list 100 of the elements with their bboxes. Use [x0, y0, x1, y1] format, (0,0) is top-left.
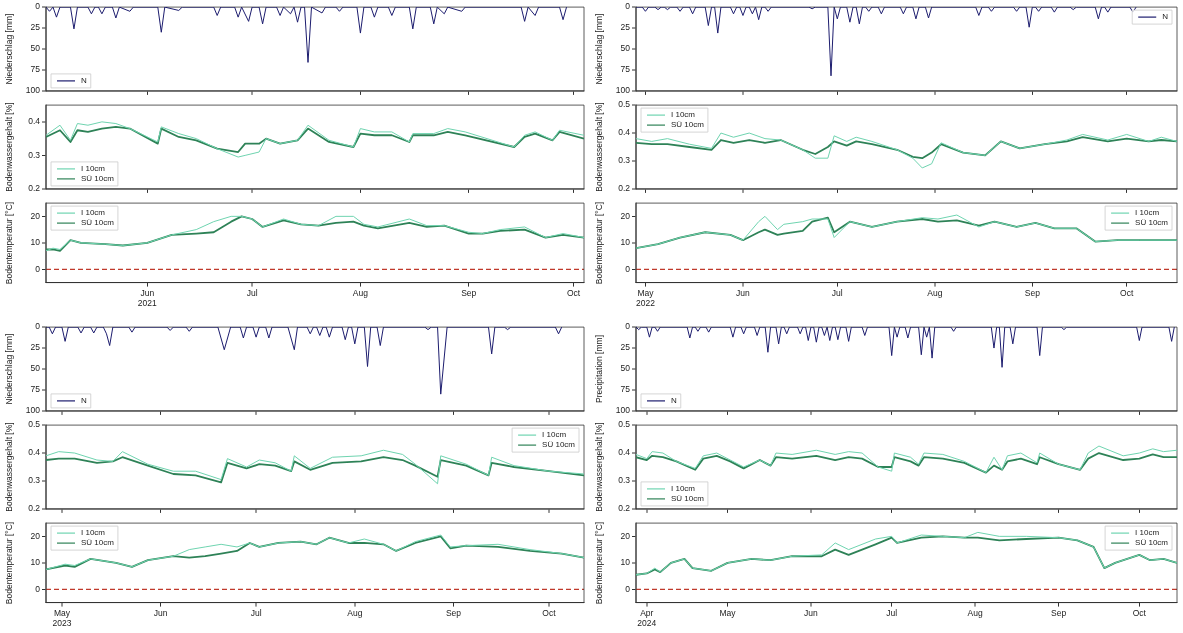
- y-tick-label: 20: [620, 210, 631, 221]
- x-tick-label: Jun: [804, 608, 819, 619]
- x-tick-label: Jul: [886, 608, 898, 619]
- y-tick-label: 0.2: [618, 183, 631, 194]
- y-axis-title: Bodentemperatur [°C]: [594, 521, 604, 604]
- x-tick-label: Oct: [1120, 288, 1134, 299]
- y-tick-label: 20: [620, 530, 631, 541]
- y-tick-label: 0.4: [28, 447, 41, 458]
- y-tick-label: 75: [30, 64, 41, 75]
- y-tick-label: 0: [35, 1, 41, 12]
- x-tick-label: Apr 2024: [637, 608, 657, 629]
- x-tick-label: Jun: [736, 288, 751, 299]
- legend-label: SÜ 10cm: [81, 174, 115, 184]
- y-tick-label: 10: [620, 237, 631, 248]
- y-tick-label: 0.3: [28, 149, 41, 160]
- y-tick-label: 0: [625, 1, 631, 12]
- x-tick-label: Jun 2021: [137, 288, 158, 309]
- legend-label: SÜ 10cm: [671, 494, 705, 504]
- legend-label: I 10cm: [542, 430, 567, 440]
- y-axis-title: Bodenwassergehalt [%]: [594, 102, 604, 192]
- y-tick-label: 0: [625, 263, 631, 274]
- y-axis-title: Bodentemperatur [°C]: [4, 201, 14, 284]
- legend-label: SÜ 10cm: [1135, 538, 1169, 548]
- y-tick-label: 0.5: [618, 419, 631, 430]
- x-tick-label: Oct: [542, 608, 557, 619]
- x-tick-label: Jul: [246, 288, 258, 299]
- legend-label: I 10cm: [81, 208, 106, 218]
- y-tick-label: 10: [30, 237, 41, 248]
- y-tick-label: 25: [30, 342, 41, 353]
- y-tick-label: 50: [620, 363, 631, 374]
- legend-label: SÜ 10cm: [81, 538, 115, 548]
- x-tick-label: Sep: [1024, 288, 1041, 299]
- x-tick-label: Aug: [967, 608, 983, 619]
- y-tick-label: 25: [620, 22, 631, 33]
- y-tick-label: 0.2: [28, 503, 41, 514]
- y-axis-title: Bodentemperatur [°C]: [594, 201, 604, 284]
- x-tick-label: Oct: [1132, 608, 1147, 619]
- y-tick-label: 100: [615, 405, 631, 416]
- legend-label: N: [1162, 12, 1169, 22]
- legend-label: SÜ 10cm: [81, 218, 115, 228]
- y-tick-label: 0.4: [618, 447, 631, 458]
- y-axis-title: Bodenwassergehalt [%]: [594, 422, 604, 512]
- x-tick-label: Jul: [250, 608, 262, 619]
- legend-label: I 10cm: [1135, 528, 1160, 538]
- x-tick-label: May: [719, 608, 737, 619]
- legend-label: SÜ 10cm: [542, 440, 576, 450]
- legend-label: I 10cm: [671, 484, 696, 494]
- y-tick-label: 0.3: [618, 475, 631, 486]
- y-tick-label: 0: [35, 263, 41, 274]
- x-tick-label: Sep: [461, 288, 477, 299]
- y-tick-label: 100: [615, 85, 631, 96]
- y-tick-label: 75: [620, 64, 631, 75]
- y-axis-title: Bodenwassergehalt [%]: [4, 422, 14, 512]
- x-tick-label: May 2022: [635, 288, 656, 309]
- y-tick-label: 0.3: [618, 155, 631, 166]
- y-tick-label: 20: [30, 210, 41, 221]
- legend-label: N: [671, 396, 677, 406]
- y-tick-label: 0.4: [28, 116, 41, 127]
- y-axis-title: Bodenwassergehalt [%]: [4, 102, 14, 192]
- y-tick-label: 75: [620, 384, 631, 395]
- y-tick-label: 0.2: [618, 503, 631, 514]
- x-tick-label: Jul: [831, 288, 843, 299]
- legend-label: SÜ 10cm: [1135, 218, 1169, 228]
- y-tick-label: 100: [25, 85, 41, 96]
- x-tick-label: Aug: [927, 288, 943, 299]
- legend-label: SÜ 10cm: [671, 120, 705, 130]
- legend-label: I 10cm: [81, 164, 106, 174]
- y-axis-title: Bodentemperatur [°C]: [4, 521, 14, 604]
- x-tick-label: Sep: [1051, 608, 1067, 619]
- x-tick-label: Oct: [566, 288, 581, 299]
- y-tick-label: 10: [30, 557, 41, 568]
- y-tick-label: 25: [30, 22, 41, 33]
- legend-label: I 10cm: [81, 528, 106, 538]
- y-axis-title: Niederschlag [mm]: [4, 13, 14, 85]
- legend-label: I 10cm: [1135, 208, 1160, 218]
- legend-label: N: [81, 76, 87, 86]
- y-axis-title: Niederschlag [mm]: [4, 333, 14, 405]
- y-tick-label: 0.4: [618, 127, 631, 138]
- y-axis-title: Precipitation [mm]: [594, 334, 604, 404]
- y-axis-title: Niederschlag [mm]: [594, 13, 604, 85]
- y-tick-label: 100: [25, 405, 41, 416]
- y-tick-label: 0.2: [28, 183, 41, 194]
- y-tick-label: 20: [30, 530, 41, 541]
- y-tick-label: 0: [35, 321, 41, 332]
- y-tick-label: 10: [620, 557, 631, 568]
- legend-label: I 10cm: [671, 110, 696, 120]
- y-tick-label: 0: [625, 321, 631, 332]
- x-tick-label: Jun: [153, 608, 168, 619]
- legend-label: N: [81, 396, 87, 406]
- x-tick-label: May 2023: [52, 608, 72, 629]
- y-tick-label: 50: [30, 363, 41, 374]
- y-tick-label: 50: [30, 43, 41, 54]
- y-tick-label: 75: [30, 384, 41, 395]
- y-tick-label: 0.3: [28, 475, 41, 486]
- y-tick-label: 0: [35, 583, 41, 594]
- y-tick-label: 25: [620, 342, 631, 353]
- y-tick-label: 50: [620, 43, 631, 54]
- y-tick-label: 0.5: [28, 419, 41, 430]
- x-tick-label: Aug: [352, 288, 369, 299]
- y-tick-label: 0: [625, 583, 631, 594]
